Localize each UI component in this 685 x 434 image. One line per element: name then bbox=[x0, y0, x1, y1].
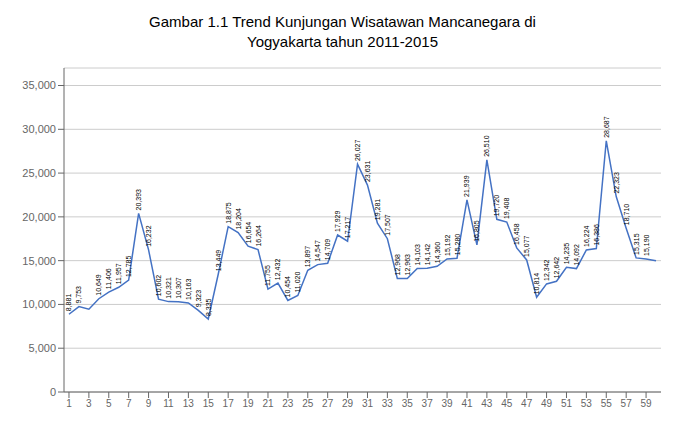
svg-text:15: 15 bbox=[203, 398, 215, 409]
svg-text:3: 3 bbox=[86, 398, 92, 409]
svg-text:16,805: 16,805 bbox=[473, 220, 480, 242]
svg-text:14,103: 14,103 bbox=[414, 244, 421, 266]
svg-text:10,163: 10,163 bbox=[185, 278, 192, 300]
svg-text:19: 19 bbox=[243, 398, 255, 409]
svg-text:8,335: 8,335 bbox=[205, 298, 212, 316]
svg-text:17: 17 bbox=[223, 398, 235, 409]
svg-text:23: 23 bbox=[282, 398, 294, 409]
svg-text:45: 45 bbox=[501, 398, 513, 409]
svg-text:18,204: 18,204 bbox=[235, 208, 242, 230]
svg-text:10,649: 10,649 bbox=[95, 274, 102, 296]
svg-text:29: 29 bbox=[342, 398, 354, 409]
svg-text:20,000: 20,000 bbox=[22, 211, 56, 223]
svg-text:12,342: 12,342 bbox=[543, 259, 550, 281]
svg-text:17,217: 17,217 bbox=[344, 217, 351, 239]
svg-text:47: 47 bbox=[521, 398, 533, 409]
svg-text:30,000: 30,000 bbox=[22, 123, 56, 135]
svg-text:10,602: 10,602 bbox=[155, 275, 162, 297]
svg-text:39: 39 bbox=[442, 398, 454, 409]
svg-text:21,939: 21,939 bbox=[463, 175, 470, 197]
svg-text:19,281: 19,281 bbox=[374, 199, 381, 221]
svg-text:16,224: 16,224 bbox=[583, 225, 590, 247]
svg-text:12,785: 12,785 bbox=[125, 256, 132, 278]
svg-text:13,897: 13,897 bbox=[304, 246, 311, 268]
svg-text:16,264: 16,264 bbox=[255, 225, 262, 247]
svg-text:14,142: 14,142 bbox=[424, 244, 431, 266]
svg-text:16,386: 16,386 bbox=[593, 224, 600, 246]
svg-text:5: 5 bbox=[106, 398, 112, 409]
svg-text:14,092: 14,092 bbox=[573, 244, 580, 266]
svg-text:15,190: 15,190 bbox=[643, 234, 650, 256]
svg-text:11: 11 bbox=[163, 398, 174, 409]
svg-text:21: 21 bbox=[262, 398, 274, 409]
svg-text:19,720: 19,720 bbox=[493, 195, 500, 217]
svg-text:1: 1 bbox=[66, 398, 72, 409]
svg-text:35: 35 bbox=[402, 398, 414, 409]
svg-text:8,881: 8,881 bbox=[65, 294, 72, 312]
svg-text:10,814: 10,814 bbox=[533, 273, 540, 295]
svg-text:28,687: 28,687 bbox=[603, 116, 610, 138]
svg-text:14,235: 14,235 bbox=[563, 243, 570, 265]
svg-text:15,280: 15,280 bbox=[454, 234, 461, 256]
svg-text:16,232: 16,232 bbox=[145, 225, 152, 247]
svg-text:14,709: 14,709 bbox=[324, 239, 331, 261]
svg-text:18,875: 18,875 bbox=[225, 202, 232, 224]
svg-text:12,642: 12,642 bbox=[553, 257, 560, 279]
svg-text:9,323: 9,323 bbox=[195, 290, 202, 308]
svg-text:37: 37 bbox=[422, 398, 434, 409]
svg-text:16,654: 16,654 bbox=[245, 222, 252, 244]
svg-text:49: 49 bbox=[541, 398, 553, 409]
svg-text:10,000: 10,000 bbox=[22, 298, 56, 310]
svg-text:43: 43 bbox=[481, 398, 493, 409]
svg-text:18,710: 18,710 bbox=[623, 204, 630, 226]
svg-text:17,507: 17,507 bbox=[384, 214, 391, 236]
svg-text:26,510: 26,510 bbox=[483, 135, 490, 157]
svg-text:10,454: 10,454 bbox=[284, 276, 291, 298]
svg-text:11,957: 11,957 bbox=[115, 263, 122, 284]
svg-text:59: 59 bbox=[641, 398, 653, 409]
svg-text:53: 53 bbox=[581, 398, 593, 409]
svg-text:26,027: 26,027 bbox=[354, 140, 361, 162]
svg-text:15,315: 15,315 bbox=[633, 233, 640, 255]
svg-text:25,000: 25,000 bbox=[22, 167, 56, 179]
svg-text:17,929: 17,929 bbox=[334, 210, 341, 232]
svg-text:7: 7 bbox=[126, 398, 132, 409]
svg-text:41: 41 bbox=[461, 398, 473, 409]
svg-text:11,020: 11,020 bbox=[294, 272, 301, 293]
svg-text:57: 57 bbox=[621, 398, 633, 409]
html-text:Gambar 1.1 Trend Kunjungan Wis: Gambar 1.1 Trend Kunjungan Wisatawan Man… bbox=[149, 13, 536, 30]
svg-text:13,449: 13,449 bbox=[215, 250, 222, 272]
svg-text:12,432: 12,432 bbox=[274, 259, 281, 281]
svg-text:55: 55 bbox=[601, 398, 613, 409]
svg-text:5,000: 5,000 bbox=[28, 342, 56, 354]
svg-text:11,406: 11,406 bbox=[105, 268, 112, 289]
svg-text:35,000: 35,000 bbox=[22, 79, 56, 91]
svg-text:22,323: 22,323 bbox=[613, 172, 620, 194]
svg-text:20,393: 20,393 bbox=[135, 189, 142, 211]
svg-text:15,000: 15,000 bbox=[22, 255, 56, 267]
svg-text:27: 27 bbox=[322, 398, 334, 409]
svg-text:10,307: 10,307 bbox=[175, 277, 182, 299]
svg-text:9,753: 9,753 bbox=[75, 286, 82, 304]
svg-text:15,077: 15,077 bbox=[523, 235, 530, 257]
svg-text:19,408: 19,408 bbox=[503, 198, 510, 220]
svg-text:23,631: 23,631 bbox=[364, 161, 371, 183]
svg-text:25: 25 bbox=[302, 398, 314, 409]
svg-text:0: 0 bbox=[50, 386, 56, 398]
svg-text:13: 13 bbox=[183, 398, 195, 409]
svg-text:12,968: 12,968 bbox=[394, 254, 401, 276]
svg-text:16,458: 16,458 bbox=[513, 223, 520, 245]
svg-text:33: 33 bbox=[382, 398, 394, 409]
svg-text:51: 51 bbox=[561, 398, 573, 409]
svg-text:9: 9 bbox=[146, 398, 152, 409]
html-text:Yogyakarta tahun 2011-2015: Yogyakarta tahun 2011-2015 bbox=[247, 33, 438, 50]
svg-text:14,547: 14,547 bbox=[314, 240, 321, 262]
svg-text:10,321: 10,321 bbox=[165, 277, 172, 299]
svg-text:31: 31 bbox=[362, 398, 374, 409]
svg-text:15,192: 15,192 bbox=[444, 234, 451, 256]
svg-text:11,755: 11,755 bbox=[264, 265, 271, 286]
svg-text:12,963: 12,963 bbox=[404, 254, 411, 276]
svg-text:14,360: 14,360 bbox=[434, 242, 441, 264]
